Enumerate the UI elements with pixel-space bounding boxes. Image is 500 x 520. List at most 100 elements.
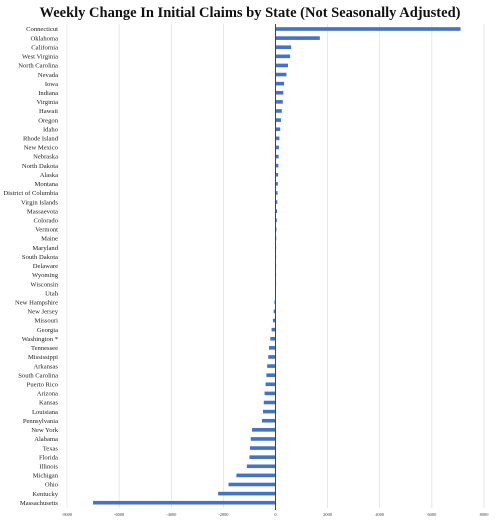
bar-22 xyxy=(275,227,277,232)
category-label-27: Wyoming xyxy=(32,272,59,279)
category-label-3: West Virginia xyxy=(22,54,58,61)
bar-4 xyxy=(275,63,289,68)
bar-13 xyxy=(275,145,279,150)
bar-36 xyxy=(268,355,276,359)
bar-18 xyxy=(275,191,278,195)
bar-34 xyxy=(270,336,276,341)
category-label-9: Hawaii xyxy=(39,108,58,115)
chart-title: Weekly Change In Initial Claims by State… xyxy=(40,5,461,21)
category-label-28: Wisconsin xyxy=(30,281,58,288)
bar-48 xyxy=(246,464,276,469)
category-label-25: South Dakota xyxy=(22,254,58,261)
bar-2 xyxy=(275,45,292,50)
bar-20 xyxy=(275,209,278,213)
category-label-10: Oregon xyxy=(38,117,58,124)
bar-40 xyxy=(264,391,276,396)
bar-3 xyxy=(275,54,291,59)
bar-50 xyxy=(228,482,276,487)
bar-0 xyxy=(275,27,461,31)
category-label-1: Oklahoma xyxy=(31,35,59,42)
bar-32 xyxy=(272,318,276,323)
category-label-51: Kentucky xyxy=(32,491,58,498)
category-label-30: New Hampshire xyxy=(15,300,58,307)
category-label-6: Iowa xyxy=(45,81,58,88)
category-label-12: Rhode Island xyxy=(23,136,59,143)
bar-37 xyxy=(267,364,276,368)
bar-5 xyxy=(275,72,287,77)
category-label-31: New Jersey xyxy=(27,309,58,316)
x-tick-label-2: -4000 xyxy=(166,512,177,517)
bar-8 xyxy=(275,100,283,104)
bar-31 xyxy=(273,309,276,314)
category-label-34: Washington * xyxy=(22,336,58,343)
bar-35 xyxy=(268,346,276,350)
bar-11 xyxy=(275,127,281,132)
bar-15 xyxy=(275,163,279,168)
category-label-29: Utah xyxy=(45,290,59,297)
category-label-5: Nevada xyxy=(38,72,58,79)
bar-41 xyxy=(263,400,276,405)
category-labels: Connecticut Oklahoma California West Virgin… xyxy=(3,26,58,507)
category-label-45: Alabama xyxy=(34,436,58,443)
bar-9 xyxy=(275,109,282,113)
category-label-41: Kansas xyxy=(39,400,58,407)
bar-12 xyxy=(275,136,280,141)
bar-33 xyxy=(271,327,276,332)
category-label-52: Massachusetts xyxy=(20,500,59,507)
category-label-8: Virginia xyxy=(37,99,59,106)
category-label-15: North Dakota xyxy=(22,163,58,170)
category-label-47: Florida xyxy=(39,454,58,461)
bar-series xyxy=(93,27,461,505)
bar-52 xyxy=(93,500,276,505)
bar-44 xyxy=(252,428,276,432)
bar-42 xyxy=(262,409,276,414)
category-label-20: Massaevota xyxy=(27,208,58,215)
bar-43 xyxy=(261,418,276,423)
bar-45 xyxy=(250,437,276,441)
category-label-48: Illinois xyxy=(39,463,58,470)
bar-30 xyxy=(274,300,276,305)
category-label-33: Georgia xyxy=(37,327,58,334)
bar-51 xyxy=(218,491,276,496)
category-label-23: Maine xyxy=(41,236,58,243)
category-label-46: Texas xyxy=(43,445,59,452)
bar-47 xyxy=(249,455,276,459)
category-label-39: Puerto Rico xyxy=(27,381,59,388)
category-label-13: New Mexico xyxy=(24,145,59,152)
x-tick-label-5: 2000 xyxy=(323,512,333,517)
category-label-22: Vermont xyxy=(35,227,58,234)
x-tick-label-3: -2000 xyxy=(218,512,229,517)
category-label-49: Michigan xyxy=(33,473,59,480)
bar-46 xyxy=(249,446,276,450)
category-label-50: Ohio xyxy=(45,482,59,489)
category-label-40: Arizona xyxy=(37,391,58,398)
category-label-2: California xyxy=(31,44,58,51)
grid-lines xyxy=(66,24,485,508)
category-label-37: Arkansas xyxy=(33,363,58,370)
bar-19 xyxy=(275,200,278,204)
bar-39 xyxy=(265,382,276,387)
x-tick-label-4: 0 xyxy=(274,512,277,517)
category-label-14: Nebraska xyxy=(33,154,58,161)
category-label-17: Montana xyxy=(35,181,59,188)
category-label-26: Delaware xyxy=(33,263,58,270)
x-tick-label-7: 6000 xyxy=(427,512,437,517)
bar-17 xyxy=(275,182,278,186)
bar-14 xyxy=(275,154,279,159)
bar-49 xyxy=(236,473,276,478)
bar-7 xyxy=(275,90,284,95)
x-tick-label-0: -8000 xyxy=(62,512,73,517)
category-label-19: Virgin Islands xyxy=(21,199,58,206)
bar-6 xyxy=(275,81,285,86)
category-label-36: Mississippi xyxy=(28,354,58,361)
category-label-21: Colorado xyxy=(33,218,58,225)
x-tick-label-1: -6000 xyxy=(114,512,125,517)
category-label-32: Missouri xyxy=(35,318,59,325)
bar-1 xyxy=(275,36,320,40)
bar-10 xyxy=(275,118,281,122)
category-label-38: South Carolina xyxy=(18,372,58,379)
category-label-43: Pennsylvania xyxy=(23,418,58,425)
x-tick-labels: -8000 -6000 -4000 -2000 0 2000 4000 6000 8000 xyxy=(62,512,489,517)
category-label-7: Indiana xyxy=(38,90,58,97)
